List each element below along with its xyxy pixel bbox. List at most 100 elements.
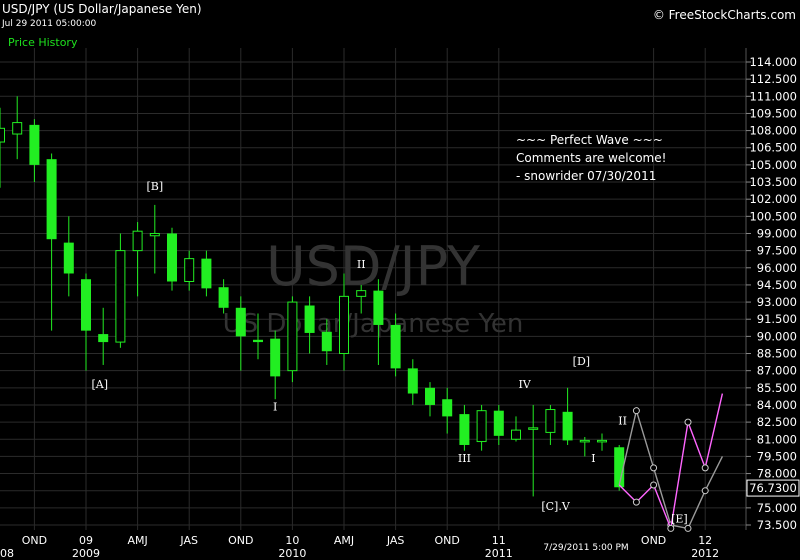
candle-body-down (63, 242, 74, 274)
candle-body-up (579, 439, 590, 443)
candle-body-down (425, 387, 435, 405)
cursor-time-label: 7/29/2011 5:00 PM (543, 543, 628, 553)
x-tick-label: AMJ (334, 534, 354, 547)
y-tick-label: 90.000 (757, 329, 797, 343)
watermark-symbol: USD/JPY (266, 235, 481, 298)
credit-link[interactable]: © FreeStockCharts.com (652, 8, 796, 22)
y-tick-label: 109.500 (749, 106, 797, 120)
projection-pink-node (650, 481, 658, 489)
candle-body-down (493, 410, 504, 436)
wave-label: [C].V (541, 500, 570, 513)
y-tick-label: 94.500 (757, 278, 797, 292)
candle-body-down (29, 124, 40, 165)
candle-body-up (115, 250, 126, 343)
candle-body-up (339, 295, 349, 355)
y-tick-label: 82.500 (757, 415, 797, 429)
y-tick-label: 84.000 (757, 398, 797, 412)
annotation-line: Comments are welcome! (516, 151, 666, 165)
candle-body-down (442, 399, 453, 417)
candle-body-down (304, 305, 315, 333)
x-tick-label: OND (228, 534, 253, 547)
candle-body-up (287, 301, 298, 372)
candle-body-up (356, 290, 367, 297)
y-tick-label: 100.500 (749, 209, 797, 223)
x-tick-label: 2010 (278, 547, 306, 560)
projection-pink-node (632, 498, 640, 506)
y-tick-label: 88.500 (757, 347, 797, 361)
x-tick-label: 08 (0, 547, 14, 560)
x-tick-label: 2009 (72, 547, 100, 560)
candle-body-down (201, 258, 212, 289)
candle-body-down (167, 233, 177, 282)
x-tick-label: OND (641, 534, 666, 547)
y-tick-label: 97.500 (757, 244, 797, 258)
projection-gray-node (650, 464, 658, 472)
chart-title: USD/JPY (US Dollar/Japanese Yen) (2, 2, 202, 16)
x-tick-label: JAS (386, 534, 405, 547)
x-tick-label: OND (22, 534, 47, 547)
candle-body-down (235, 307, 246, 337)
candle-body-down (98, 334, 109, 343)
annotation-line: - snowrider 07/30/2011 (516, 169, 656, 183)
candle-body-down (253, 339, 263, 343)
candle-body-down (373, 290, 384, 325)
candle-body-up (149, 232, 160, 237)
candle-body-down (407, 368, 418, 394)
wave-label: IV (518, 378, 531, 391)
y-tick-label: 85.500 (757, 381, 797, 395)
x-tick-label: 2011 (485, 547, 513, 560)
wave-label: I (273, 401, 277, 414)
candle-body-down (459, 414, 470, 445)
candle-body-down (218, 287, 229, 308)
annotation-block: ~~~ Perfect Wave ~~~ Comments are welcom… (516, 133, 666, 183)
candle-body-up (545, 409, 556, 433)
x-tick-label: OND (435, 534, 460, 547)
x-tick-label: 09 (79, 534, 93, 547)
y-tick-label: 105.000 (749, 158, 797, 172)
wave-label: [D] (573, 355, 590, 368)
x-tick-label: 12 (698, 534, 712, 547)
y-tick-label: 78.000 (757, 467, 797, 481)
y-tick-label: 73.500 (757, 518, 797, 532)
candles-layer (0, 96, 625, 497)
candle-body-down (390, 324, 401, 369)
candle-body-up (184, 258, 195, 282)
y-tick-label: 111.000 (749, 89, 797, 103)
wave-label: [E] (671, 513, 688, 526)
candle-body-up (0, 127, 5, 143)
wave-label: II (357, 258, 366, 271)
wave-label: [B] (146, 180, 163, 193)
y-tick-label: 81.000 (757, 432, 797, 446)
y-tick-label: 103.500 (749, 175, 797, 189)
y-tick-label: 102.000 (749, 192, 797, 206)
projection-pink-node (701, 464, 709, 472)
projection-layer (618, 393, 724, 532)
candle-body-down (46, 159, 57, 240)
projection-gray-node (632, 407, 640, 415)
candle-body-up (511, 429, 521, 440)
wave-label: [A] (91, 378, 108, 391)
y-tick-label: 75.000 (757, 501, 797, 515)
last-price-box (746, 479, 800, 497)
y-tick-label: 87.000 (757, 364, 797, 378)
watermark-name: US Dollar/Japanese Yen (223, 309, 524, 339)
projection-gray-node (701, 487, 709, 495)
projection-pink-node (684, 418, 692, 426)
last-price-tag: 76.7300 (746, 479, 800, 497)
timestamp: Jul 29 2011 05:00:00 (2, 19, 97, 29)
y-tick-label: 114.000 (749, 55, 797, 69)
y-tick-label: 93.000 (757, 295, 797, 309)
candle-body-down (321, 331, 332, 352)
x-tick-label: AMJ (127, 534, 147, 547)
y-tick-label: 112.500 (749, 72, 797, 86)
candle-body-up (597, 439, 607, 443)
candle-body-down (614, 447, 625, 488)
candle-body-up (132, 230, 143, 252)
candle-body-up (528, 427, 539, 430)
x-tick-label: 11 (492, 534, 506, 547)
y-tick-label: 91.500 (757, 312, 797, 326)
panel-label[interactable]: Price History (8, 36, 78, 49)
